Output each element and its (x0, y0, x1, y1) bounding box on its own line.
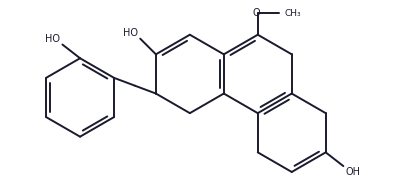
Text: O: O (252, 8, 260, 18)
Text: OH: OH (345, 167, 360, 177)
Text: HO: HO (123, 28, 138, 38)
Text: HO: HO (46, 34, 61, 44)
Text: CH₃: CH₃ (284, 9, 301, 18)
